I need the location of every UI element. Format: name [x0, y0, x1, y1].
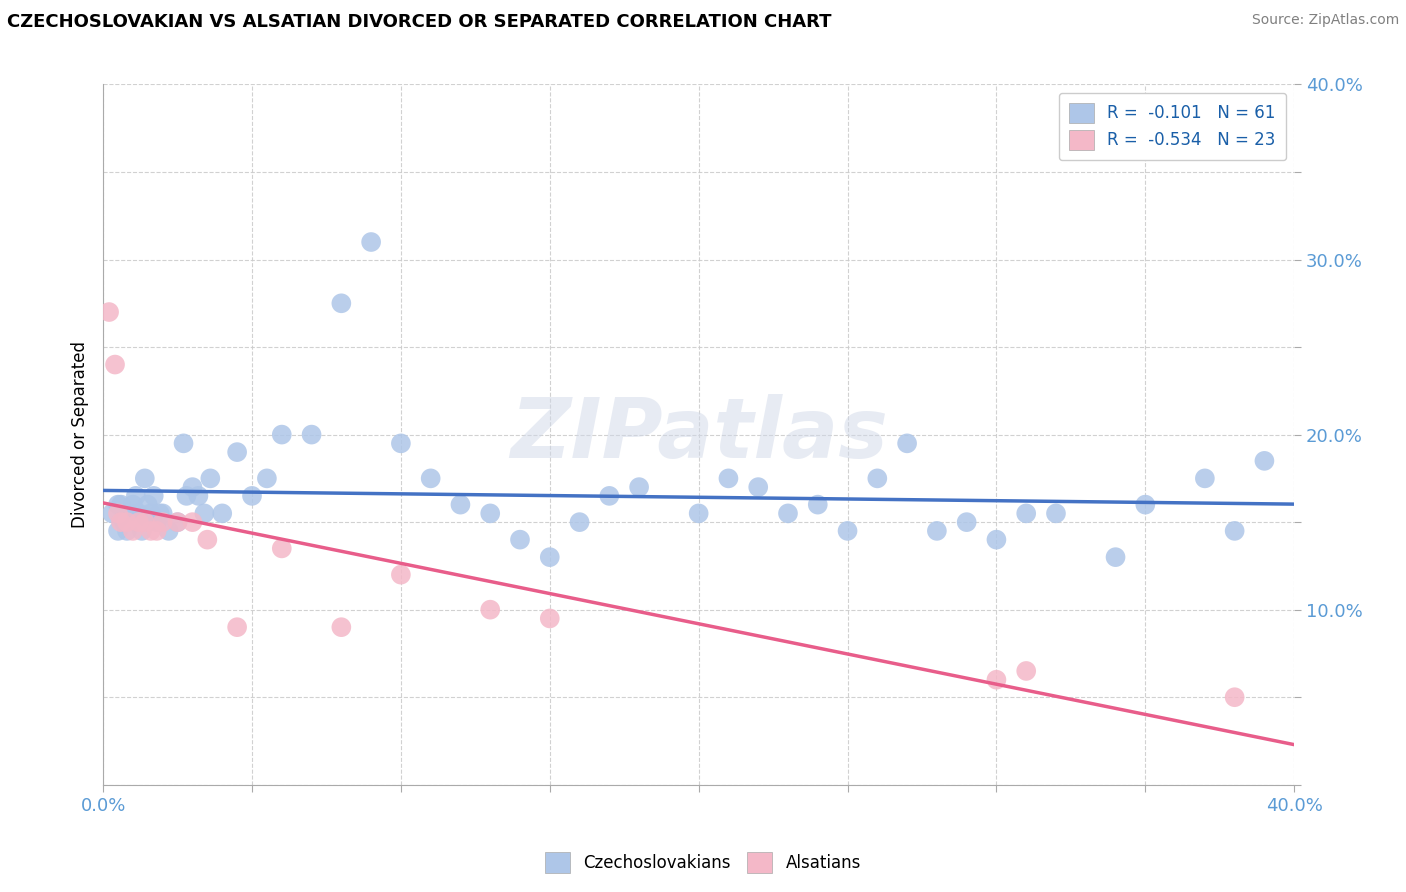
- Point: [1223, 690, 1246, 705]
- Point: [176, 489, 198, 503]
- Point: [986, 673, 1008, 687]
- Y-axis label: Divorced or Separated: Divorced or Separated: [72, 341, 89, 528]
- Point: [717, 471, 740, 485]
- Text: ZIPatlas: ZIPatlas: [510, 394, 887, 475]
- Point: [1223, 524, 1246, 538]
- Point: [166, 515, 188, 529]
- Point: [1015, 664, 1038, 678]
- Point: [173, 436, 195, 450]
- Point: [193, 507, 215, 521]
- Point: [538, 550, 561, 565]
- Point: [128, 515, 150, 529]
- Point: [112, 515, 135, 529]
- Point: [389, 567, 412, 582]
- Point: [136, 498, 159, 512]
- Point: [139, 507, 162, 521]
- Text: CZECHOSLOVAKIAN VS ALSATIAN DIVORCED OR SEPARATED CORRELATION CHART: CZECHOSLOVAKIAN VS ALSATIAN DIVORCED OR …: [7, 13, 831, 31]
- Point: [157, 524, 180, 538]
- Point: [131, 524, 153, 538]
- Point: [128, 507, 150, 521]
- Point: [195, 533, 218, 547]
- Point: [1045, 507, 1067, 521]
- Point: [837, 524, 859, 538]
- Point: [1104, 550, 1126, 565]
- Point: [98, 305, 121, 319]
- Point: [187, 489, 209, 503]
- Point: [270, 541, 292, 556]
- Point: [256, 471, 278, 485]
- Point: [107, 524, 129, 538]
- Point: [776, 507, 799, 521]
- Point: [986, 533, 1008, 547]
- Point: [142, 489, 165, 503]
- Point: [134, 515, 156, 529]
- Point: [152, 515, 174, 529]
- Point: [538, 611, 561, 625]
- Point: [115, 515, 138, 529]
- Point: [628, 480, 651, 494]
- Point: [115, 524, 138, 538]
- Point: [1135, 498, 1157, 512]
- Point: [139, 524, 162, 538]
- Point: [568, 515, 591, 529]
- Point: [211, 507, 233, 521]
- Point: [104, 358, 127, 372]
- Point: [389, 436, 412, 450]
- Point: [181, 515, 204, 529]
- Point: [1194, 471, 1216, 485]
- Point: [101, 507, 124, 521]
- Point: [1253, 454, 1275, 468]
- Point: [330, 296, 353, 310]
- Point: [449, 498, 471, 512]
- Point: [200, 471, 222, 485]
- Point: [110, 515, 132, 529]
- Point: [240, 489, 263, 503]
- Point: [107, 507, 129, 521]
- Point: [896, 436, 918, 450]
- Point: [166, 515, 188, 529]
- Legend: R =  -0.101   N = 61, R =  -0.534   N = 23: R = -0.101 N = 61, R = -0.534 N = 23: [1059, 93, 1286, 160]
- Point: [270, 427, 292, 442]
- Point: [1015, 507, 1038, 521]
- Point: [145, 524, 167, 538]
- Point: [509, 533, 531, 547]
- Point: [330, 620, 353, 634]
- Point: [688, 507, 710, 521]
- Point: [145, 515, 167, 529]
- Legend: Czechoslovakians, Alsatians: Czechoslovakians, Alsatians: [538, 846, 868, 880]
- Point: [598, 489, 620, 503]
- Point: [301, 427, 323, 442]
- Point: [226, 620, 249, 634]
- Point: [925, 524, 948, 538]
- Point: [181, 480, 204, 494]
- Point: [360, 235, 382, 249]
- Point: [134, 471, 156, 485]
- Point: [149, 507, 172, 521]
- Point: [152, 507, 174, 521]
- Point: [479, 602, 502, 616]
- Point: [110, 498, 132, 512]
- Point: [419, 471, 441, 485]
- Point: [118, 507, 141, 521]
- Point: [747, 480, 769, 494]
- Point: [866, 471, 889, 485]
- Point: [122, 498, 145, 512]
- Point: [107, 498, 129, 512]
- Text: Source: ZipAtlas.com: Source: ZipAtlas.com: [1251, 13, 1399, 28]
- Point: [479, 507, 502, 521]
- Point: [125, 489, 148, 503]
- Point: [807, 498, 830, 512]
- Point: [956, 515, 979, 529]
- Point: [226, 445, 249, 459]
- Point: [122, 524, 145, 538]
